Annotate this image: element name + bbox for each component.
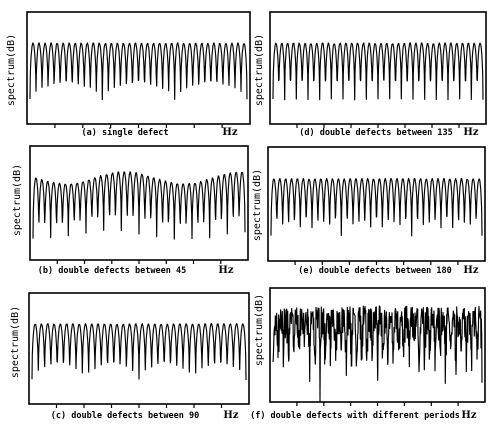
chart-panel-f: spectrum(dB) (f) double defects with dif… — [250, 287, 486, 421]
spectrum-line — [32, 171, 246, 240]
x-ticks — [294, 261, 459, 265]
waveform-group — [31, 322, 247, 381]
waveform-group — [272, 42, 484, 101]
waveform-group — [29, 42, 248, 101]
panel-caption: (b) double defects between 45 — [38, 266, 186, 276]
chart-panel-e: spectrum(dB) (e) double defects between … — [252, 146, 486, 276]
x-axis-unit: Hz — [222, 127, 237, 138]
x-ticks — [56, 260, 222, 264]
waveform-group — [32, 171, 246, 240]
spectrum-line — [29, 42, 248, 101]
x-axis-unit: Hz — [463, 127, 478, 138]
spectrum-line — [270, 177, 483, 237]
panel-caption: (e) double defects between 180 — [298, 266, 452, 276]
waveform-group — [270, 177, 483, 237]
y-axis-label: spectrum(dB) — [254, 294, 265, 366]
x-ticks — [54, 124, 223, 128]
y-axis-label: spectrum(dB) — [10, 306, 21, 378]
y-axis-label: spectrum(dB) — [254, 34, 265, 106]
y-axis-label: spectrum(dB) — [252, 169, 263, 241]
panel-caption: (d) double defects between 135 — [299, 128, 453, 138]
x-axis-unit: Hz — [218, 265, 233, 276]
chart-panel-b: spectrum(dB) (b) double defects between … — [12, 145, 249, 276]
panel-caption: (c) double defects between 90 — [51, 411, 199, 421]
y-axis-label: spectrum(dB) — [12, 164, 23, 236]
waveform-group — [272, 305, 483, 403]
panel-caption: (a) single defect — [82, 127, 169, 138]
chart-panel-d: spectrum(dB) (d) double defects between … — [254, 11, 487, 138]
y-axis-label: spectrum(dB) — [6, 34, 17, 106]
spectrum-line — [272, 42, 484, 101]
x-axis-unit: Hz — [461, 410, 476, 421]
spectrum-line — [272, 305, 483, 403]
x-axis-unit: Hz — [463, 265, 478, 276]
x-ticks — [296, 402, 459, 406]
x-axis-unit: Hz — [223, 410, 238, 421]
x-ticks — [55, 404, 223, 408]
chart-panel-a: spectrum(dB) (a) single defect Hz — [6, 11, 251, 138]
x-ticks — [296, 124, 460, 128]
spectrum-line — [31, 322, 247, 381]
panel-caption: (f) double defects with different period… — [250, 410, 460, 421]
chart-panel-c: spectrum(dB) (c) double defects between … — [10, 292, 250, 421]
